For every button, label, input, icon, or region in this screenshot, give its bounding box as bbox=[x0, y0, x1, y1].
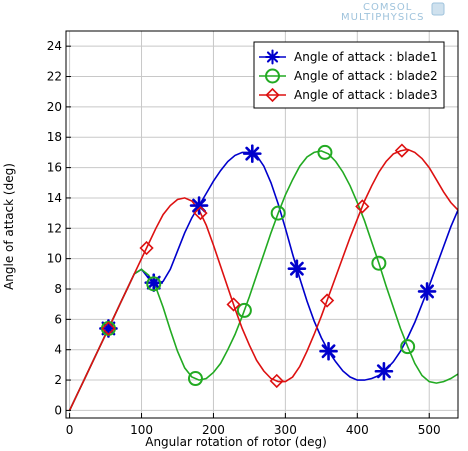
marker-blade3 bbox=[193, 205, 208, 221]
marker-blade3 bbox=[269, 373, 284, 389]
x-tick-label: 400 bbox=[346, 423, 369, 437]
comsol-logo-icon bbox=[431, 2, 445, 16]
marker-blade2 bbox=[270, 205, 286, 221]
y-axis-label: Angle of attack (deg) bbox=[2, 163, 16, 290]
series-line-blade3 bbox=[68, 148, 459, 411]
marker-blade1 bbox=[374, 361, 394, 381]
plot-frame bbox=[65, 30, 459, 419]
marker-blade2 bbox=[236, 302, 252, 318]
y-tick-label: 18 bbox=[47, 130, 62, 144]
y-tick-label: 8 bbox=[54, 282, 62, 296]
legend-label: Angle of attack : blade1 bbox=[294, 50, 438, 64]
marker-blade3 bbox=[101, 321, 116, 336]
marker-blade3 bbox=[139, 240, 154, 256]
series-markers bbox=[99, 143, 437, 389]
legend-swatch-marker bbox=[265, 87, 280, 103]
x-tick-label: 0 bbox=[66, 423, 74, 437]
legend-box bbox=[253, 41, 445, 109]
marker-blade3 bbox=[355, 199, 370, 214]
watermark-line1: COMSOL bbox=[363, 2, 412, 13]
marker-blade1 bbox=[287, 259, 307, 278]
marker-blade1 bbox=[189, 196, 209, 215]
y-tick-label: 14 bbox=[47, 191, 62, 205]
legend-label: Angle of attack : blade3 bbox=[294, 88, 438, 102]
y-tick-label: 4 bbox=[54, 343, 62, 357]
y-tick-label: 12 bbox=[47, 221, 62, 235]
marker-blade1 bbox=[242, 144, 262, 163]
x-axis-label: Angular rotation of rotor (deg) bbox=[145, 435, 327, 449]
y-tick-label: 0 bbox=[54, 403, 62, 417]
marker-blade2 bbox=[400, 339, 416, 355]
legend-swatch-marker bbox=[265, 49, 280, 65]
x-tick-label: 200 bbox=[202, 423, 225, 437]
y-tick-label: 16 bbox=[47, 161, 62, 175]
comsol-watermark: COMSOL MULTIPHYSICS bbox=[341, 2, 445, 23]
marker-blade1 bbox=[417, 282, 437, 301]
x-tick-label: 100 bbox=[130, 423, 153, 437]
y-tick-label: 24 bbox=[47, 39, 62, 53]
marker-blade3 bbox=[394, 143, 410, 158]
marker-blade1 bbox=[319, 341, 338, 361]
marker-blade2 bbox=[317, 144, 333, 160]
y-tick-label: 20 bbox=[47, 100, 62, 114]
y-tick-label: 2 bbox=[54, 373, 62, 387]
marker-blade2 bbox=[146, 276, 162, 292]
y-tick-label: 22 bbox=[47, 70, 62, 84]
series-lines bbox=[68, 148, 459, 411]
legend-swatch-marker bbox=[265, 68, 280, 84]
x-tick-label: 300 bbox=[274, 423, 297, 437]
x-tick-label: 500 bbox=[418, 423, 441, 437]
marker-blade3 bbox=[319, 293, 335, 308]
y-tick-label: 6 bbox=[54, 312, 62, 326]
marker-blade2 bbox=[371, 255, 387, 271]
legend: Angle of attack : blade1 Angle of attack … bbox=[253, 41, 445, 109]
watermark-line2: MULTIPHYSICS bbox=[341, 12, 424, 23]
marker-blade2 bbox=[187, 371, 203, 387]
y-tick-label: 10 bbox=[47, 252, 62, 266]
legend-label: Angle of attack : blade2 bbox=[294, 69, 438, 83]
marker-blade3 bbox=[226, 297, 241, 312]
